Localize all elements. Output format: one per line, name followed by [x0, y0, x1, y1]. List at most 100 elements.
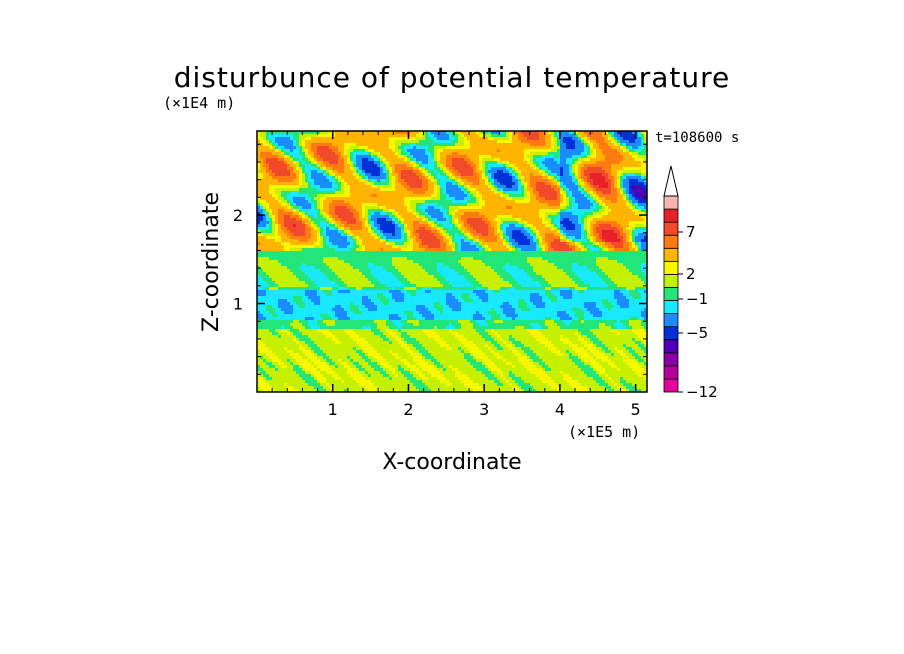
contour-cell	[314, 233, 318, 237]
contour-cell	[578, 143, 582, 147]
contour-cell	[350, 182, 354, 186]
contour-cell	[509, 218, 513, 222]
contour-cell	[494, 239, 498, 243]
contour-cell	[452, 242, 456, 246]
contour-cell	[638, 233, 642, 237]
contour-cell	[281, 230, 285, 234]
contour-cell	[311, 233, 315, 237]
contour-cell	[431, 134, 435, 138]
contour-cell	[563, 236, 567, 240]
contour-cell	[317, 239, 321, 243]
contour-cell	[461, 143, 465, 147]
contour-cell	[446, 227, 450, 231]
contour-cell	[515, 131, 519, 135]
contour-cell	[587, 239, 591, 243]
contour-cell	[611, 149, 615, 153]
contour-cell	[311, 200, 315, 204]
contour-cell	[416, 164, 420, 168]
contour-cell	[317, 242, 321, 246]
contour-cell	[491, 203, 495, 207]
contour-cell	[449, 218, 453, 222]
contour-cell	[557, 233, 561, 237]
contour-cell	[566, 137, 570, 141]
contour-cell	[545, 137, 549, 141]
contour-cell	[422, 137, 426, 141]
contour-cell	[356, 236, 360, 240]
contour-cell	[494, 203, 498, 207]
contour-cell	[428, 182, 432, 186]
contour-cell	[398, 152, 402, 156]
contour-cell	[356, 218, 360, 222]
contour-cell	[575, 227, 579, 231]
contour-cell	[293, 224, 297, 228]
contour-cell	[593, 146, 597, 150]
contour-cell	[458, 146, 462, 150]
contour-cell	[512, 212, 516, 216]
contour-cell	[578, 161, 582, 165]
contour-cell	[443, 182, 447, 186]
contour-cell	[362, 206, 366, 210]
contour-cell	[461, 167, 465, 171]
contour-cell	[353, 209, 357, 213]
contour-cell	[638, 167, 642, 171]
contour-cell	[272, 167, 276, 171]
contour-cell	[428, 191, 432, 195]
contour-cell	[398, 146, 402, 150]
contour-cell	[518, 179, 522, 183]
contour-cell	[581, 215, 585, 219]
contour-cell	[326, 134, 330, 138]
contour-cell	[359, 176, 363, 180]
contour-cell	[605, 212, 609, 216]
contour-cell	[611, 203, 615, 207]
contour-cell	[299, 212, 303, 216]
contour-cell	[623, 137, 627, 141]
contour-cell	[344, 188, 348, 192]
contour-cell	[332, 182, 336, 186]
contour-cell	[281, 167, 285, 171]
contour-cell	[404, 221, 408, 225]
contour-cell	[617, 131, 621, 135]
contour-cell	[572, 137, 576, 141]
contour-cell	[341, 164, 345, 168]
contour-cell	[644, 137, 647, 141]
contour-cell	[317, 173, 321, 177]
contour-cell	[599, 239, 603, 243]
contour-cell	[575, 236, 579, 240]
contour-cell	[578, 224, 582, 228]
contour-cell	[464, 242, 468, 246]
contour-cell	[431, 179, 435, 183]
contour-cell	[302, 155, 306, 159]
contour-cell	[578, 146, 582, 150]
contour-cell	[551, 140, 555, 144]
contour-cell	[488, 200, 492, 204]
contour-cell	[488, 134, 492, 138]
contour-cell	[362, 170, 366, 174]
contour-cell	[302, 176, 306, 180]
contour-cell	[551, 227, 555, 231]
contour-cell	[380, 203, 384, 207]
contour-cell	[605, 131, 609, 135]
contour-cell	[485, 224, 489, 228]
contour-cell	[374, 164, 378, 168]
contour-cell	[395, 173, 399, 177]
contour-cell	[338, 209, 342, 213]
contour-cell	[353, 137, 357, 141]
contour-cell	[608, 224, 612, 228]
contour-cell	[305, 131, 309, 135]
contour-cell	[452, 206, 456, 210]
contour-cell	[629, 194, 633, 198]
contour-cell	[362, 164, 366, 168]
contour-cell	[521, 155, 525, 159]
contour-cell	[614, 230, 618, 234]
contour-cell	[440, 242, 444, 246]
contour-cell	[644, 170, 647, 174]
contour-cell	[494, 179, 498, 183]
contour-cell	[638, 164, 642, 168]
contour-cell	[521, 131, 525, 135]
contour-cell	[569, 167, 573, 171]
contour-cell	[635, 131, 639, 135]
contour-cell	[362, 158, 366, 162]
contour-cell	[560, 209, 564, 213]
contour-cell	[353, 164, 357, 168]
contour-cell	[626, 161, 630, 165]
